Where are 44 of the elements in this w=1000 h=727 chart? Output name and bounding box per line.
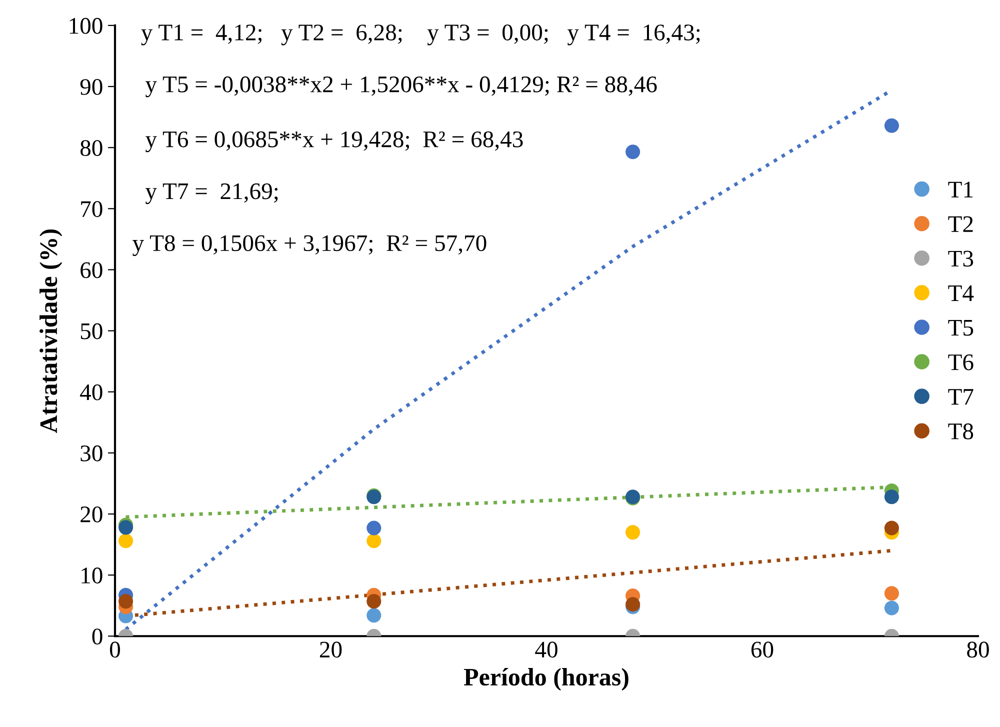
point [366,608,382,623]
x-axis-title: Período (horas) [464,668,628,691]
point [626,144,640,160]
y-tick-label: 20 [80,506,102,522]
x-tick-label: 0 [110,642,120,658]
point [884,490,899,504]
y-tick-label: 0 [92,628,102,645]
annotation: y T7 = 21,69; [145,183,278,204]
x-tick-label: 40 [535,642,558,658]
annotation: y T6 = 0,0685**x + 19,428; R² = 68,43 [145,131,523,152]
point [366,534,382,548]
legend-label: T1 [948,182,973,198]
annotation: y T8 = 0,1506x + 3,1967; R² = 57,70 [132,235,486,256]
point [884,520,899,536]
point [884,118,899,133]
point [366,594,382,609]
y-tick-label: 70 [81,201,102,218]
legend-label: T3 [948,250,974,267]
x-tick-label: 20 [320,642,342,658]
point [626,525,640,540]
y-tick-label: 50 [80,323,102,340]
point [366,520,382,536]
point [884,586,899,601]
legend-label: T4 [948,285,974,301]
x-tick-label: 80 [967,642,989,658]
point [884,600,899,616]
point [118,534,134,548]
y-tick-label: 80 [80,140,102,156]
annotation: y T5 = -0,0038**x2 + 1,5206**x - 0,4129; R² = 88,46 [145,76,657,98]
y-axis-title: Atratatividade (%) [40,229,62,433]
legend-label: T5 [948,320,974,336]
legend-label: T8 [948,423,974,440]
legend-label: T6 [948,354,974,370]
y-tick-label: 40 [80,384,102,400]
y-tick-label: 60 [80,262,102,278]
y-tick-label: 10 [82,568,102,584]
annotation: y T1 = 4,12; y T2 = 6,28; y T3 = 0,00; y T4 = 16,43; [141,24,700,46]
x-tick-label: 60 [751,642,774,658]
y-tick-label: 30 [80,445,102,462]
point [118,594,134,609]
y-tick-label: 90 [80,79,102,95]
legend-label: T2 [948,216,973,232]
legend-label: T7 [948,389,974,405]
y-tick-label: 100 [70,18,102,34]
